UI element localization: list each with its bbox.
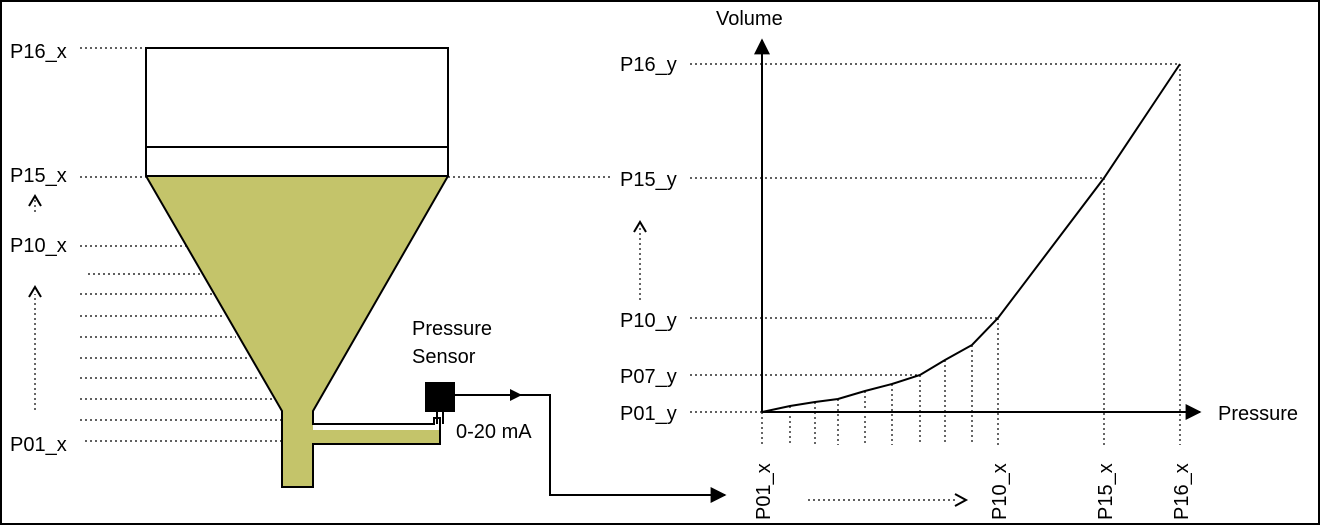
sensor-body xyxy=(425,382,455,412)
tank xyxy=(145,47,449,488)
signal-wire xyxy=(455,394,727,503)
tank-level-p16: P16_x xyxy=(10,41,67,63)
pressure-sensor xyxy=(425,382,455,424)
x-tick-p15: P15_x xyxy=(1095,463,1117,520)
sensor-label-line2: Sensor xyxy=(412,346,476,368)
tank-level-lines xyxy=(34,47,282,442)
tank-level-p15: P15_x xyxy=(10,165,67,187)
y-tick-p07: P07_y xyxy=(620,366,677,388)
y-tick-p16: P16_y xyxy=(620,54,677,76)
y-tick-p15: P15_y xyxy=(620,169,677,191)
sensor-label-line1: Pressure xyxy=(412,318,492,340)
tank-outline xyxy=(145,47,449,488)
y-axis-label: Volume xyxy=(716,8,783,30)
x-guide-lines xyxy=(761,64,1181,445)
x-tick-p01: P01_x xyxy=(753,463,775,520)
tank-up-arrow-icons xyxy=(28,194,42,298)
volume-curve xyxy=(761,63,1181,413)
tank-level-p10: P10_x xyxy=(10,235,67,257)
tank-level-p01: P01_x xyxy=(10,434,67,456)
signal-wire-arrow-icon xyxy=(510,389,522,401)
y-guide-lines xyxy=(690,63,1180,413)
graph-up-arrow-icon xyxy=(633,220,647,233)
x-tick-p16: P16_x xyxy=(1171,463,1193,520)
y-tick-p10: P10_y xyxy=(620,310,677,332)
bottom-right-arrow-icon xyxy=(954,493,969,507)
tank-liquid xyxy=(146,176,448,487)
signal-label: 0-20 mA xyxy=(456,421,532,443)
x-axis-label: Pressure xyxy=(1218,403,1298,425)
x-tick-p10: P10_x xyxy=(989,463,1011,520)
y-tick-p01: P01_y xyxy=(620,403,677,425)
